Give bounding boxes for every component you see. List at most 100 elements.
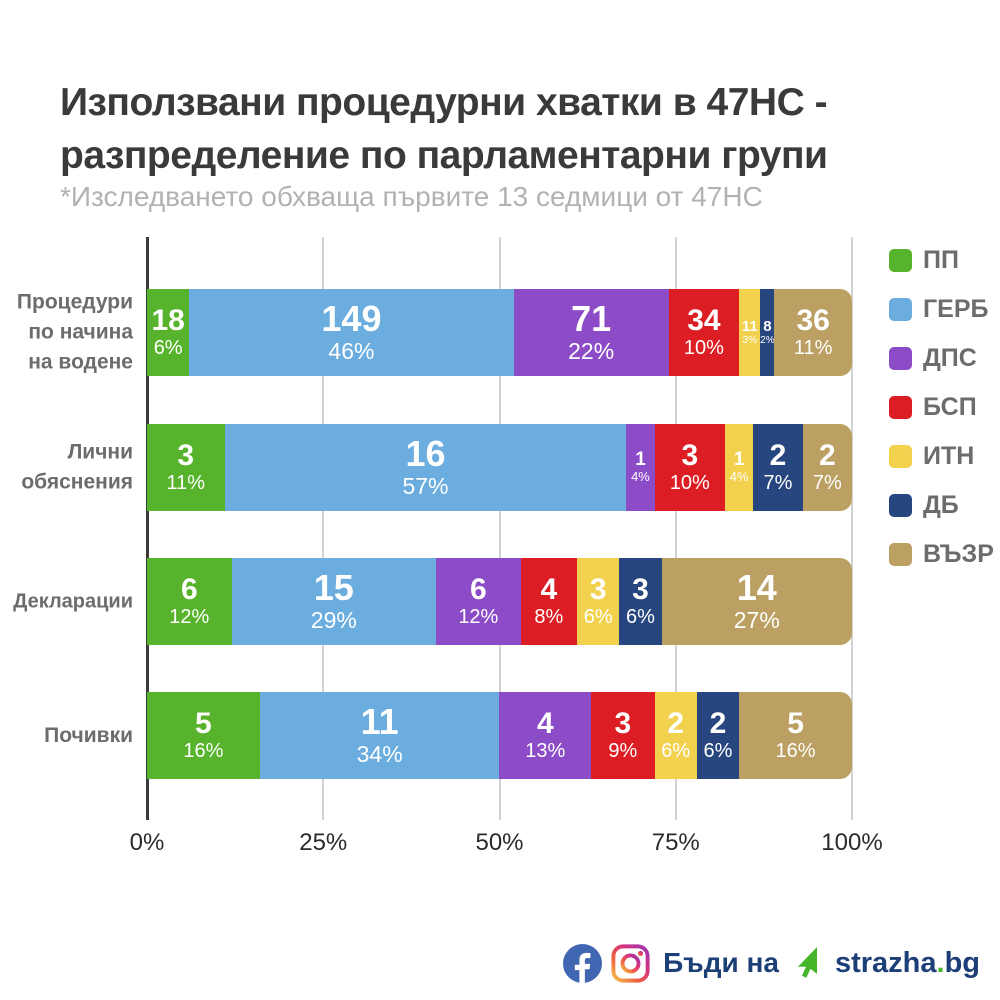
segment-count: 14 [736,567,777,609]
segment-count: 2 [667,707,685,741]
legend-label: ДПС [923,344,977,372]
bar-row: 5 16% 11 34% 4 13% 3 9% 2 6% 2 6% 5 16% [147,692,852,779]
segment-percent: 13% [525,739,566,762]
segment-count: 3 [681,439,699,473]
segment-count: 16 [405,433,446,475]
gridline [322,237,325,820]
legend-swatch [889,494,912,517]
segment-count: 4 [540,573,558,607]
legend-item: ПП [889,246,994,275]
segment-percent: 3% [742,334,757,346]
segment-percent: 7% [763,471,793,494]
segment-percent: 22% [568,338,615,365]
segment-percent: 16% [775,739,816,762]
segment-count: 15 [313,567,354,609]
legend-label: ВЪЗР [923,540,994,568]
category-label: Почивки [44,723,133,747]
x-tick-label: 50% [475,829,524,856]
bar-segment: 36 11% [774,289,852,376]
legend-label: БСП [923,393,977,421]
bar-segment: 5 16% [147,692,260,779]
segment-count: 2 [769,439,787,473]
segment-percent: 12% [169,605,210,628]
page-title: Използвани процедурни хватки в 47НС - ра… [60,81,828,178]
bar-segment: 6 12% [147,558,232,645]
footer: Бъди на strazha.bg [563,941,980,985]
facebook-icon[interactable] [563,943,603,983]
site-dot: . [936,946,945,979]
bar-segment: 15 29% [231,558,437,645]
legend-swatch [889,347,912,370]
segment-percent: 16% [183,739,224,762]
footer-cta: Бъди на [663,947,779,978]
segment-count: 1 [733,449,745,471]
plot-area: 18 6% 149 46% 71 22% 34 10% 11 3% 8 2% 36 11% 3 11% 16 57… [146,237,853,820]
segment-percent: 6% [626,605,655,628]
bar-segment: 3 6% [619,558,662,645]
bar-segment: 3 6% [577,558,620,645]
segment-percent: 4% [729,469,749,484]
segment-percent: 27% [733,607,780,634]
segment-percent: 46% [328,338,375,365]
bar-segment: 6 12% [436,558,521,645]
segment-count: 11 [360,701,399,743]
segment-percent: 6% [583,605,613,628]
x-tick-label: 0% [129,829,165,856]
segment-count: 5 [195,707,212,741]
segment-percent: 6% [153,336,183,359]
category-label: Лични обяснения [21,440,133,494]
x-tick-label: 25% [299,829,348,856]
chart-subtitle: *Изследването обхваща първите 13 седмици… [60,181,763,212]
segment-percent: 29% [310,607,357,634]
bar-row: 3 11% 16 57% 1 4% 3 10% 1 4% 2 7% 2 7% [147,424,852,511]
bar-segment: 2 6% [654,692,697,779]
segment-count: 149 [321,298,382,340]
chart: 18 6% 149 46% 71 22% 34 10% 11 3% 8 2% 36 11% 3 11% 16 57… [0,237,1000,897]
legend-label: ДБ [923,491,959,519]
bar-segment: 4 13% [499,692,592,779]
bar-segment: 3 9% [591,692,655,779]
segment-count: 18 [151,304,185,338]
segment-count: 11 [741,317,758,335]
x-tick-label: 100% [821,829,883,856]
segment-percent: 10% [683,336,724,359]
segment-count: 3 [632,573,649,607]
bar-segment: 1 4% [725,424,754,511]
gridline [674,237,677,820]
bar-segment: 2 7% [802,424,852,511]
segment-percent: 6% [703,739,733,762]
bar-segment: 1 4% [626,424,655,511]
bar-row: 6 12% 15 29% 6 12% 4 8% 3 6% 3 6% 14 27% [147,558,852,645]
legend-swatch [889,396,912,419]
legend: ПП ГЕРБ ДПС БСП ИТН ДБ ВЪЗР [889,246,994,569]
bar-segment: 11 34% [259,692,500,779]
gridline [498,237,501,820]
site-name: strazha [834,946,937,979]
site-link[interactable]: strazha.bg [835,947,980,980]
segment-percent: 2% [760,334,775,346]
segment-count: 1 [635,449,646,471]
segment-percent: 4% [631,469,650,484]
bar-segment: 4 8% [520,558,578,645]
legend-item: ГЕРБ [889,295,994,324]
segment-percent: 9% [608,739,638,762]
legend-label: ПП [923,246,959,274]
legend-swatch [889,445,912,468]
segment-count: 3 [177,439,195,473]
bar-segment: 16 57% [224,424,627,511]
segment-percent: 6% [661,739,691,762]
segment-count: 2 [709,707,727,741]
bar-segment: 2 7% [753,424,803,511]
legend-item: ВЪЗР [889,540,994,569]
gridline [851,237,853,820]
segment-count: 3 [614,707,632,741]
segment-count: 3 [589,573,607,607]
legend-label: ГЕРБ [923,295,989,323]
instagram-icon[interactable] [611,943,650,983]
legend-item: ДБ [889,491,994,520]
cursor-icon [797,947,817,978]
segment-count: 2 [818,439,836,473]
bar-row: 18 6% 149 46% 71 22% 34 10% 11 3% 8 2% 36 11% [147,289,852,376]
legend-label: ИТН [923,442,975,470]
